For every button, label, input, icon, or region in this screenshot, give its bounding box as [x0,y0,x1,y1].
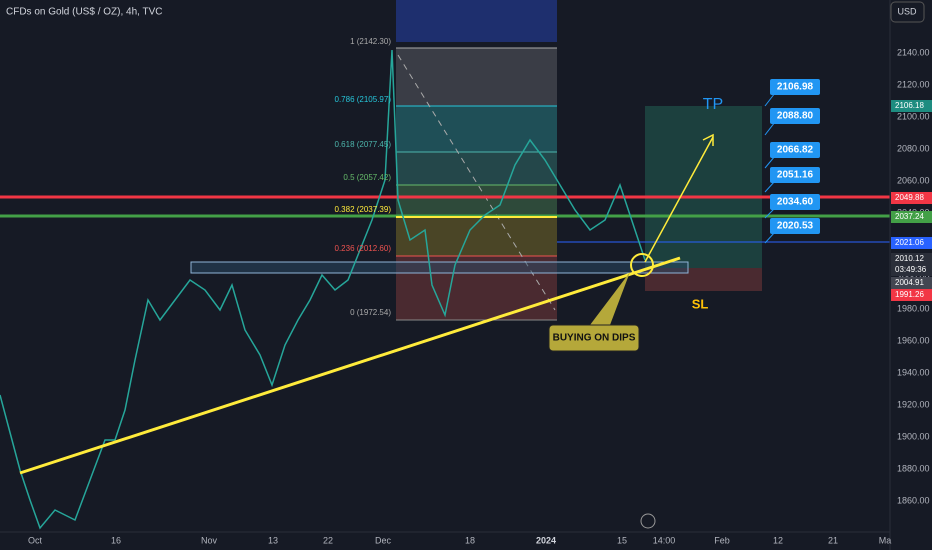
target-label: 2051.16 [777,170,814,181]
price-tag [891,211,932,223]
time-axis-label: Oct [28,535,43,545]
time-axis-label: 18 [465,535,475,545]
target-label: 2034.60 [777,197,814,208]
fib-label: 0.618 (2077.45) [335,140,392,149]
price-axis-label: 2120.00 [897,79,930,89]
time-axis-label: 14:00 [653,535,676,545]
trendline [19,256,681,475]
fib-zone [396,106,557,152]
time-axis-label: 2024 [536,535,556,545]
fib-diagonal [397,54,556,311]
target-box [770,167,820,183]
price-tag-label: 2106.18 [895,101,924,110]
price-axis-label: 1960.00 [897,335,930,345]
fib-zone [396,185,557,217]
price-tag [891,237,932,249]
price-tag [891,277,932,289]
price-tag-label: 2004.91 [895,278,924,287]
symbol-title: CFDs on Gold (US$ / OZ), 4h, TVC [6,7,163,18]
tp-label: TP [703,96,723,113]
target-box [770,142,820,158]
price-axis-label: 2060.00 [897,175,930,185]
target-box [770,108,820,124]
fib-label: 0 (1972.54) [350,308,391,317]
fib-zone [396,48,557,106]
time-axis-label: Ma [879,535,892,545]
price-axis-label: 1920.00 [897,399,930,409]
target-label: 2066.82 [777,145,814,156]
target-label: 2088.80 [777,111,814,122]
price-axis-label: 1880.00 [897,463,930,473]
price-tag-label: 1991.26 [895,290,924,299]
time-axis-label: 15 [617,535,627,545]
target-box [770,218,820,234]
fib-label: 0.5 (2057.42) [343,173,391,182]
price-axis-label: 1940.00 [897,367,930,377]
price-tag [891,264,932,276]
time-axis-label: 21 [828,535,838,545]
price-axis-label: 1980.00 [897,303,930,313]
target-box [770,79,820,95]
price-tag [891,192,932,204]
time-axis-label: Dec [375,535,392,545]
price-tag-label: 03:49:36 [895,265,927,274]
target-leader [764,121,776,136]
price-tag [891,289,932,301]
target-label: 2020.53 [777,221,814,232]
tp-zone [645,106,762,268]
demand-zone [190,261,689,274]
arrow-head [702,133,714,146]
sl-label: SL [692,296,709,311]
time-axis-label: 12 [773,535,783,545]
sl-zone [645,268,762,291]
time-axis-label: 16 [111,535,121,545]
fib-label: 0.236 (2012.60) [335,244,392,253]
callout-pointer [590,272,630,325]
time-axis-label: Nov [201,535,218,545]
callout-text: BUYING ON DIPS [553,333,636,344]
target-box [770,194,820,210]
currency[interactable]: USD [897,6,917,16]
target-label: 2106.98 [777,82,814,93]
price-tag-label: 2037.24 [895,212,924,221]
price-tag [891,100,932,112]
target-leader [764,92,776,107]
price-axis-label: 2100.00 [897,111,930,121]
price-tag-label: 2049.88 [895,193,924,202]
currency-button[interactable] [890,1,925,23]
price-tag-label: 2021.06 [895,238,924,247]
fib-zone [396,152,557,185]
time-axis-label: 22 [323,535,333,545]
fib-label: 0.382 (2037.39) [335,205,392,214]
price-axis-label: 1900.00 [897,431,930,441]
price-axis-label: 2000.00 [897,271,930,281]
price-path [0,49,646,530]
callout-box [548,324,640,352]
fib-label: 0.786 (2105.97) [335,95,392,104]
entry-circle [630,253,654,277]
fib-label: 1 (2142.30) [350,37,391,46]
price-tag [891,253,932,265]
tp-arrow [644,136,714,263]
price-axis-label: 2140.00 [897,47,930,57]
fib-zone [396,0,557,42]
price-axis-label: 1860.00 [897,495,930,505]
time-axis-label: 13 [268,535,278,545]
replay-icon[interactable] [640,513,656,529]
price-axis-label: 2080.00 [897,143,930,153]
price-tag-label: 2010.12 [895,254,924,263]
time-axis-label: Feb [714,535,730,545]
